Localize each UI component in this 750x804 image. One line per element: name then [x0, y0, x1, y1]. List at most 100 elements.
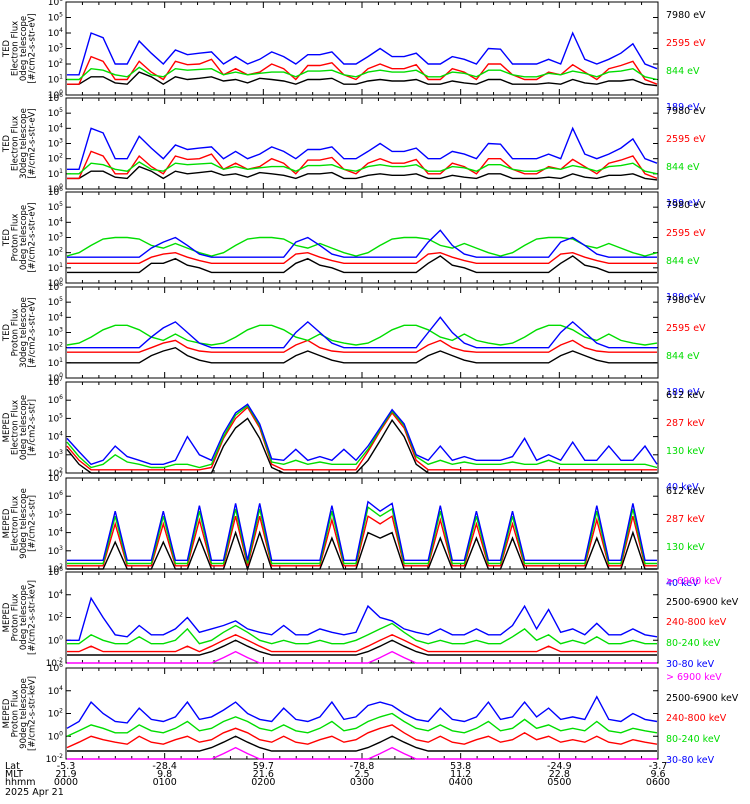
x-axis-row-label: MLT [5, 769, 23, 780]
legend-entry: 189 eV [666, 292, 700, 303]
x-axis-row-label: Lat [5, 761, 20, 772]
x-tick-label: 0600 [646, 777, 670, 788]
y-tick-label: 102 [48, 247, 63, 259]
series-line [67, 251, 657, 264]
series-line [67, 31, 658, 76]
legend-entry: 80-240 keV [666, 734, 721, 745]
y-axis-label: [#/cm2-s-str-keV] [28, 580, 38, 655]
y-axis-label: 90deg telescope [19, 488, 29, 559]
x-tick-label: -78.8 [350, 761, 375, 772]
y-tick-label: 106 [48, 0, 63, 8]
x-tick-label: 9.6 [650, 769, 665, 780]
y-tick-label: 104 [48, 122, 63, 134]
y-axis-label: [#/cm2-s-str] [28, 399, 38, 456]
y-axis-label: Electron Flux [11, 496, 21, 551]
legend-entry: 287 keV [666, 418, 705, 429]
legend-entry: 130 keV [666, 542, 705, 553]
y-tick-label: 100 [48, 730, 63, 742]
y-axis-label: 0deg telescope [19, 585, 29, 650]
x-tick-label: 0300 [350, 777, 374, 788]
series-line [67, 339, 657, 353]
y-axis-label: Electron Flux [11, 116, 21, 171]
y-axis-label: MEPED [2, 698, 12, 728]
y-axis-label: [#/cm2-s-str-eV] [28, 202, 38, 272]
y-tick-label: 106 [48, 186, 63, 198]
x-tick-label: 21.6 [253, 769, 274, 780]
y-tick-label: 102 [48, 58, 63, 70]
legend-entry: 240-800 keV [666, 617, 727, 628]
x-tick-label: 0100 [153, 777, 177, 788]
x-tick-label: 0400 [449, 777, 473, 788]
y-axis-label: Proton Flux [11, 309, 21, 357]
y-tick-label: 101 [48, 357, 63, 369]
series-line [67, 639, 657, 656]
y-tick-label: 107 [48, 472, 63, 484]
series-line [67, 161, 658, 175]
legend-entry: 2595 eV [666, 134, 706, 145]
y-tick-label: 100 [48, 634, 63, 646]
series-line [67, 505, 657, 565]
series-line [67, 634, 657, 653]
series-line [67, 316, 657, 349]
x-tick-label: -28.4 [152, 761, 177, 772]
y-tick-label: 104 [48, 27, 63, 39]
series-line [67, 71, 658, 87]
y-axis-label: MEPED [2, 508, 12, 538]
legend-entry: 40 keV [666, 482, 699, 493]
legend-entry: 189 eV [666, 102, 700, 113]
legend-entry: 7980 eV [666, 200, 706, 211]
y-axis-label: 30deg telescope [19, 108, 29, 179]
legend-entry: 287 keV [666, 514, 705, 525]
y-tick-label: 106 [48, 662, 63, 674]
series-line [67, 126, 658, 171]
y-axis-label: Proton Flux [11, 594, 21, 642]
series-line [67, 500, 657, 561]
legend-entry: 130 keV [666, 446, 705, 457]
y-axis-label: 30deg telescope [19, 297, 29, 368]
y-axis-label: 0deg telescope [19, 395, 29, 460]
y-axis-label: MEPED [2, 412, 12, 442]
legend-entry: 844 eV [666, 351, 700, 362]
series-line [67, 735, 657, 752]
x-tick-label: 9.8 [157, 769, 172, 780]
x-tick-label: -5.3 [57, 761, 76, 772]
y-tick-label: 102 [48, 612, 63, 624]
legend-entry: 2595 eV [666, 323, 706, 334]
legend-entry: 240-800 keV [666, 713, 727, 724]
x-tick-label: 21.9 [55, 769, 76, 780]
legend-entry: 844 eV [666, 66, 700, 77]
series-line [67, 746, 657, 760]
y-axis-label: Electron Flux [11, 21, 21, 76]
x-tick-label: 22.8 [549, 769, 570, 780]
legend-entry: 30-80 keV [666, 659, 715, 670]
legend-entry: > 6900 keV [666, 672, 722, 683]
series-line [66, 406, 657, 471]
series-line [67, 530, 657, 572]
series-line [67, 650, 657, 664]
y-tick-label: 105 [48, 107, 63, 119]
x-tick-label: 0500 [547, 777, 571, 788]
panel-frame [65, 286, 659, 379]
series-line [66, 236, 658, 257]
x-tick-label: 0000 [54, 777, 78, 788]
series-line [66, 404, 658, 469]
y-axis-label: MEPED [2, 602, 12, 632]
y-tick-label: 101 [48, 168, 63, 180]
y-tick-label: 104 [48, 311, 63, 323]
legend-entry: 80-240 keV [666, 638, 721, 649]
y-axis-label: TED [2, 134, 12, 153]
y-tick-label: 105 [48, 296, 63, 308]
legend-entry: 844 eV [666, 162, 700, 173]
legend-entry: 612 keV [666, 390, 705, 401]
series-line [67, 346, 657, 364]
x-axis-row-label: hhmm [5, 777, 36, 788]
series-line [67, 229, 657, 258]
series-line [66, 724, 658, 749]
y-tick-label: 107 [48, 376, 63, 388]
y-tick-label: 104 [48, 685, 63, 697]
series-line [67, 255, 657, 274]
y-tick-label: 105 [48, 508, 63, 520]
series-line [66, 695, 658, 729]
y-tick-label: 106 [48, 92, 63, 104]
